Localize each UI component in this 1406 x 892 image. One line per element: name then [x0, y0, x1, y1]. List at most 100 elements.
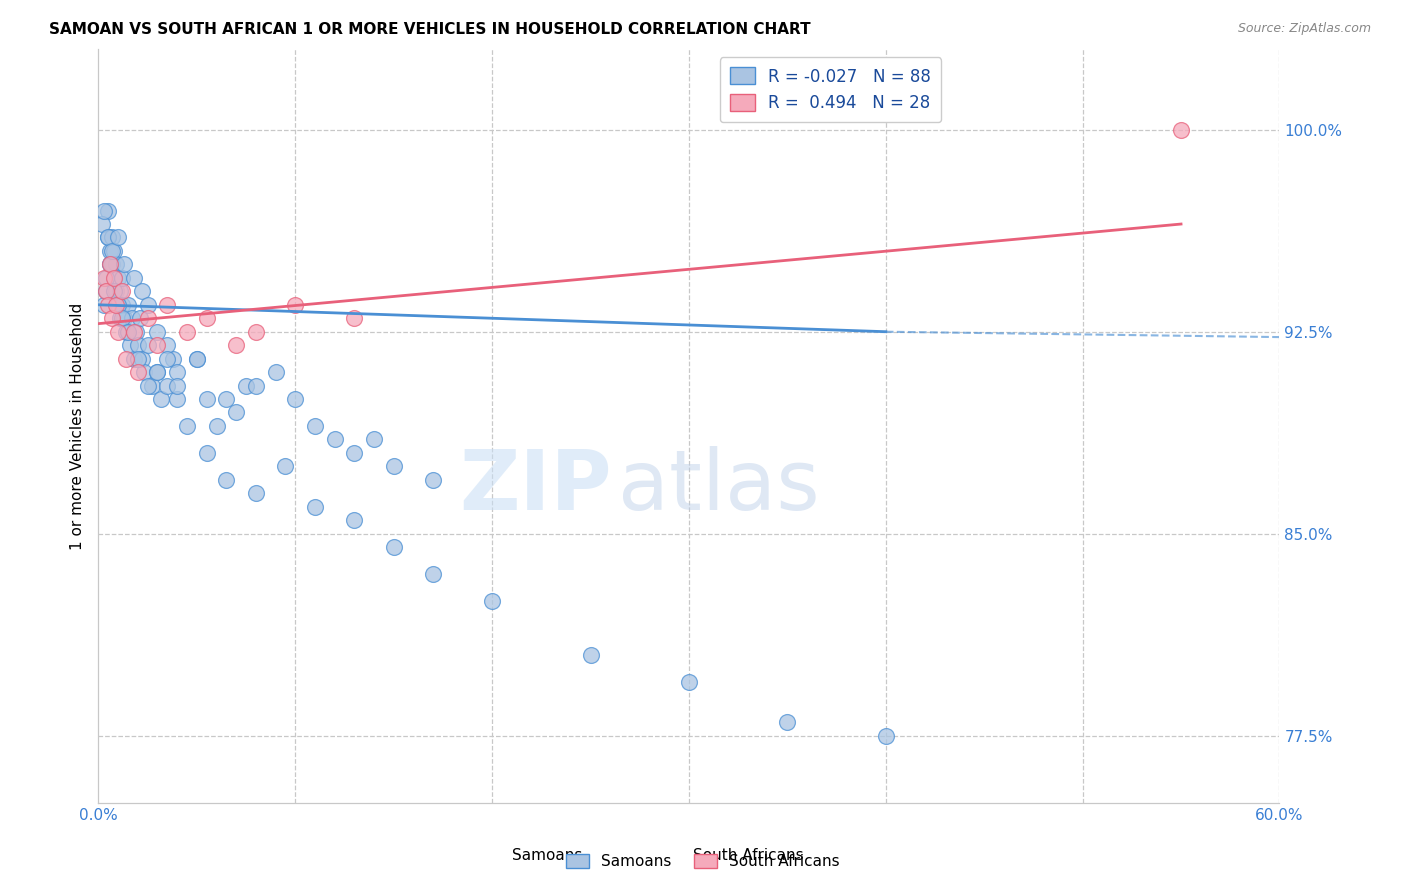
Point — [122, 351, 145, 366]
Point — [678, 674, 700, 689]
Text: ZIP: ZIP — [460, 446, 612, 527]
Point — [103, 285, 125, 299]
Point — [186, 351, 208, 366]
Point — [96, 271, 118, 285]
Point — [105, 298, 128, 312]
Point — [343, 311, 366, 326]
Point — [98, 257, 121, 271]
Point — [136, 298, 159, 312]
Point — [1170, 123, 1192, 137]
Point — [146, 338, 169, 352]
Point — [215, 392, 238, 406]
Point — [363, 433, 385, 447]
Point — [103, 271, 125, 285]
Point — [131, 285, 153, 299]
Point — [93, 203, 115, 218]
Point — [176, 418, 198, 433]
Point — [304, 418, 326, 433]
Point — [776, 714, 799, 729]
Point — [136, 378, 159, 392]
Text: Samoans: Samoans — [512, 848, 582, 863]
Point — [156, 298, 179, 312]
Text: SAMOAN VS SOUTH AFRICAN 1 OR MORE VEHICLES IN HOUSEHOLD CORRELATION CHART: SAMOAN VS SOUTH AFRICAN 1 OR MORE VEHICL… — [49, 22, 811, 37]
Point — [205, 418, 228, 433]
Point — [115, 325, 138, 339]
Point — [105, 285, 128, 299]
Point — [304, 500, 326, 514]
Point — [101, 244, 124, 258]
Point — [93, 271, 115, 285]
Point — [156, 351, 179, 366]
Point — [156, 338, 179, 352]
Point — [166, 378, 188, 392]
Point — [176, 325, 198, 339]
Point — [343, 513, 366, 527]
Point — [127, 365, 149, 379]
Point — [166, 392, 188, 406]
Point — [93, 298, 115, 312]
Point — [875, 729, 897, 743]
Legend: R = -0.027   N = 88, R =  0.494   N = 28: R = -0.027 N = 88, R = 0.494 N = 28 — [720, 57, 941, 122]
Point — [101, 230, 124, 244]
Point — [105, 257, 128, 271]
Point — [343, 446, 366, 460]
Point — [127, 351, 149, 366]
Point — [112, 257, 135, 271]
Point — [103, 271, 125, 285]
Point — [141, 378, 163, 392]
Point — [284, 298, 307, 312]
Point — [115, 351, 138, 366]
Point — [107, 298, 129, 312]
Point — [245, 486, 267, 500]
Point — [108, 285, 131, 299]
Point — [97, 203, 120, 218]
Point — [107, 298, 129, 312]
Point — [101, 257, 124, 271]
Point — [111, 285, 134, 299]
Point — [103, 244, 125, 258]
Point — [127, 338, 149, 352]
Point — [146, 325, 169, 339]
Point — [101, 311, 124, 326]
Point — [108, 311, 131, 326]
Point — [136, 311, 159, 326]
Point — [195, 446, 218, 460]
Point — [156, 378, 179, 392]
Point — [117, 325, 139, 339]
Point — [195, 392, 218, 406]
Point — [162, 351, 184, 366]
Point — [245, 325, 267, 339]
Point — [98, 257, 121, 271]
Point — [579, 648, 602, 662]
Text: atlas: atlas — [619, 446, 820, 527]
Point — [107, 230, 129, 244]
Point — [225, 338, 247, 352]
Point — [146, 365, 169, 379]
Legend: Samoans, South Africans: Samoans, South Africans — [560, 848, 846, 875]
Point — [107, 271, 129, 285]
Point — [264, 365, 287, 379]
Point — [215, 473, 238, 487]
Point — [117, 298, 139, 312]
Point — [97, 230, 120, 244]
Point — [422, 566, 444, 581]
Text: Source: ZipAtlas.com: Source: ZipAtlas.com — [1237, 22, 1371, 36]
Point — [112, 311, 135, 326]
Point — [122, 271, 145, 285]
Point — [274, 459, 297, 474]
Point — [195, 311, 218, 326]
Point — [225, 405, 247, 419]
Point — [91, 217, 114, 231]
Y-axis label: 1 or more Vehicles in Household: 1 or more Vehicles in Household — [69, 302, 84, 549]
Point — [118, 338, 141, 352]
Point — [107, 325, 129, 339]
Point — [121, 311, 143, 326]
Point — [98, 257, 121, 271]
Point — [97, 230, 120, 244]
Point — [111, 311, 134, 326]
Point — [136, 338, 159, 352]
Point — [284, 392, 307, 406]
Point — [150, 392, 173, 406]
Point — [323, 433, 346, 447]
Point — [96, 285, 118, 299]
